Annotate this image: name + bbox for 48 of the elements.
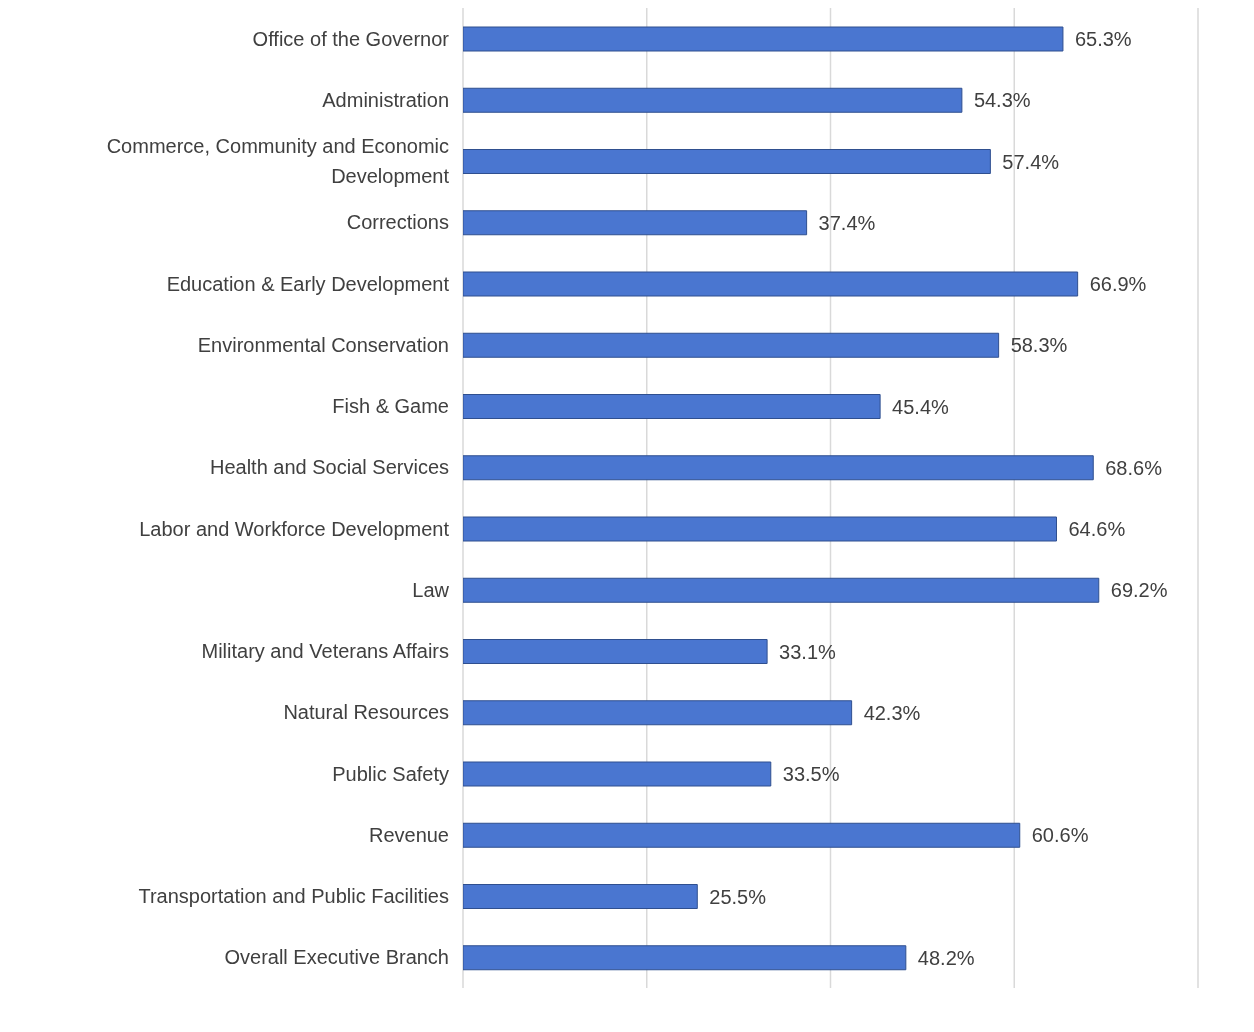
data-label: 48.2% — [917, 946, 975, 969]
bar — [463, 516, 1058, 542]
data-label: 45.4% — [892, 395, 950, 418]
bar — [463, 26, 1064, 52]
bar — [463, 149, 991, 174]
data-label: 57.4% — [1002, 150, 1060, 173]
data-label: 54.3% — [973, 89, 1031, 112]
y-tick-label: Military and Veterans Affairs — [201, 640, 449, 663]
bar — [463, 332, 1000, 358]
data-label: 64.6% — [1068, 518, 1126, 541]
y-tick-label: Fish & Game — [332, 395, 449, 418]
bar — [463, 577, 1100, 603]
y-tick-label: Law — [412, 578, 450, 601]
y-tick-label: Revenue — [368, 823, 449, 846]
data-label: 58.3% — [1010, 334, 1068, 357]
y-tick-label: Labor and Workforce Development — [139, 517, 450, 540]
y-tick-label: Natural Resources — [283, 701, 449, 724]
y-tick-label: Environmental Conservation — [197, 333, 449, 356]
y-tick-label: Overall Executive Branch — [224, 946, 449, 969]
bar — [463, 455, 1094, 481]
bar — [463, 945, 907, 971]
data-label: 33.5% — [782, 763, 840, 786]
data-label: 42.3% — [863, 701, 921, 724]
bar — [463, 700, 853, 726]
bar — [463, 271, 1079, 297]
y-tick-label: Administration — [322, 88, 449, 111]
bar — [463, 87, 963, 113]
bar — [463, 822, 1021, 848]
bar — [463, 639, 768, 664]
y-tick-label: Corrections — [346, 211, 449, 234]
bar — [463, 394, 881, 419]
y-tick-label: Commerce, Community and Economic Development — [106, 135, 450, 188]
data-label: 69.2% — [1110, 579, 1168, 602]
bar — [463, 210, 808, 236]
y-tick-label: Office of the Governor — [252, 27, 450, 50]
y-tick-label: Public Safety — [332, 762, 449, 785]
data-label: 65.3% — [1074, 28, 1132, 51]
y-tick-label: Health and Social Services — [209, 456, 449, 479]
y-tick-label: Education & Early Development — [166, 272, 450, 295]
data-label: 33.1% — [779, 640, 837, 663]
data-label: 37.4% — [818, 211, 876, 234]
bar — [463, 884, 698, 909]
data-label: 66.9% — [1089, 273, 1147, 296]
data-label: 25.5% — [709, 885, 767, 908]
y-tick-label: Transportation and Public Facilities — [138, 885, 449, 908]
data-label: 60.6% — [1031, 824, 1089, 847]
bar — [463, 761, 772, 787]
data-label: 68.6% — [1105, 456, 1163, 479]
